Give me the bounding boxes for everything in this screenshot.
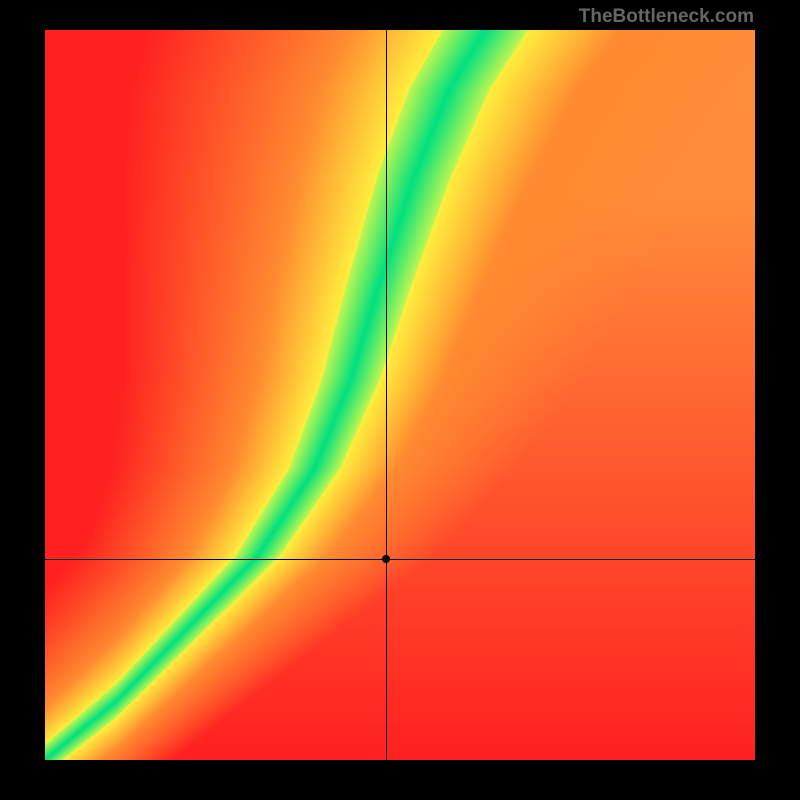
crosshair-horizontal [45, 559, 755, 560]
marker-dot [382, 555, 390, 563]
crosshair-vertical [386, 30, 387, 760]
heatmap-canvas [45, 30, 755, 760]
plot-area [45, 30, 755, 760]
watermark-text: TheBottleneck.com [579, 6, 754, 28]
